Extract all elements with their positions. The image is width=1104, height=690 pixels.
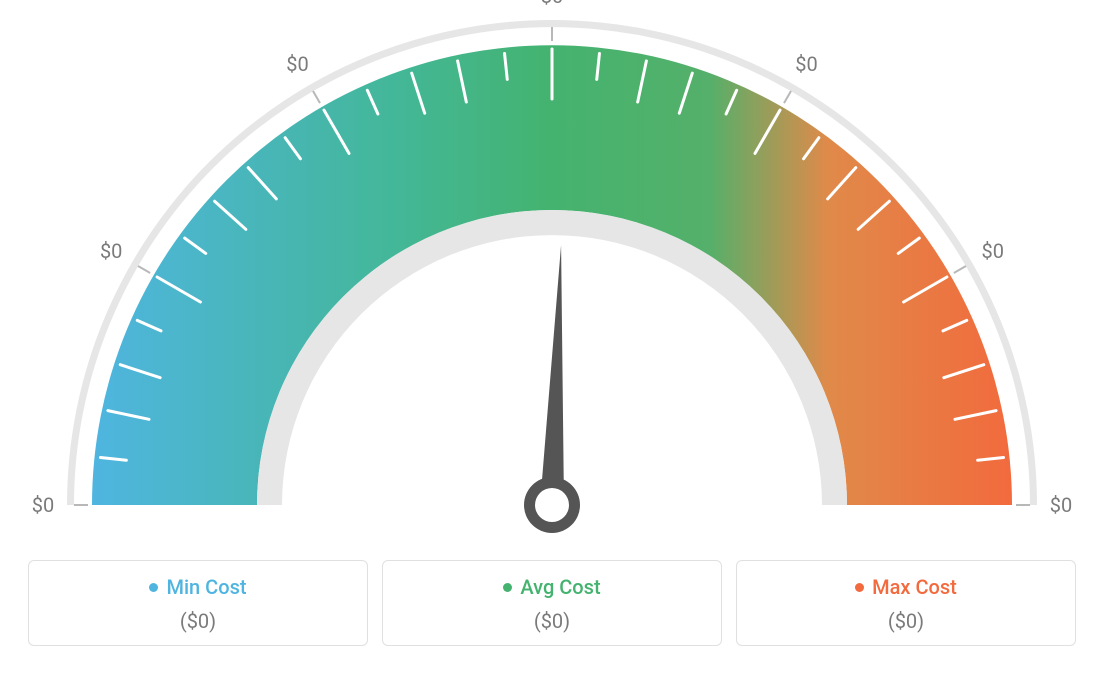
gauge-tick-label: $0 — [32, 493, 54, 517]
gauge-chart: $0 $0 $0 $0 $0 $0 $0 — [0, 0, 1104, 560]
legend-value-avg: ($0) — [393, 609, 711, 633]
legend-card-avg: Avg Cost ($0) — [382, 560, 722, 646]
legend-dot-min — [149, 583, 158, 592]
legend-title-max: Max Cost — [855, 575, 957, 599]
gauge-tick-label: $0 — [100, 239, 122, 263]
legend-card-max: Max Cost ($0) — [736, 560, 1076, 646]
legend-dot-avg — [503, 583, 512, 592]
legend-label-avg: Avg Cost — [520, 575, 600, 599]
legend-title-avg: Avg Cost — [503, 575, 600, 599]
legend-row: Min Cost ($0) Avg Cost ($0) Max Cost ($0… — [0, 560, 1104, 646]
legend-card-min: Min Cost ($0) — [28, 560, 368, 646]
gauge-tick-label: $0 — [795, 52, 817, 76]
legend-dot-max — [855, 583, 864, 592]
gauge-tick-label: $0 — [1050, 493, 1072, 517]
gauge-tick-label: $0 — [541, 0, 563, 8]
legend-label-max: Max Cost — [872, 575, 957, 599]
gauge-tick-label: $0 — [286, 52, 308, 76]
legend-value-max: ($0) — [747, 609, 1065, 633]
gauge-tick-label: $0 — [982, 239, 1004, 263]
legend-title-min: Min Cost — [149, 575, 246, 599]
gauge-svg — [0, 0, 1104, 560]
legend-label-min: Min Cost — [166, 575, 246, 599]
legend-value-min: ($0) — [39, 609, 357, 633]
